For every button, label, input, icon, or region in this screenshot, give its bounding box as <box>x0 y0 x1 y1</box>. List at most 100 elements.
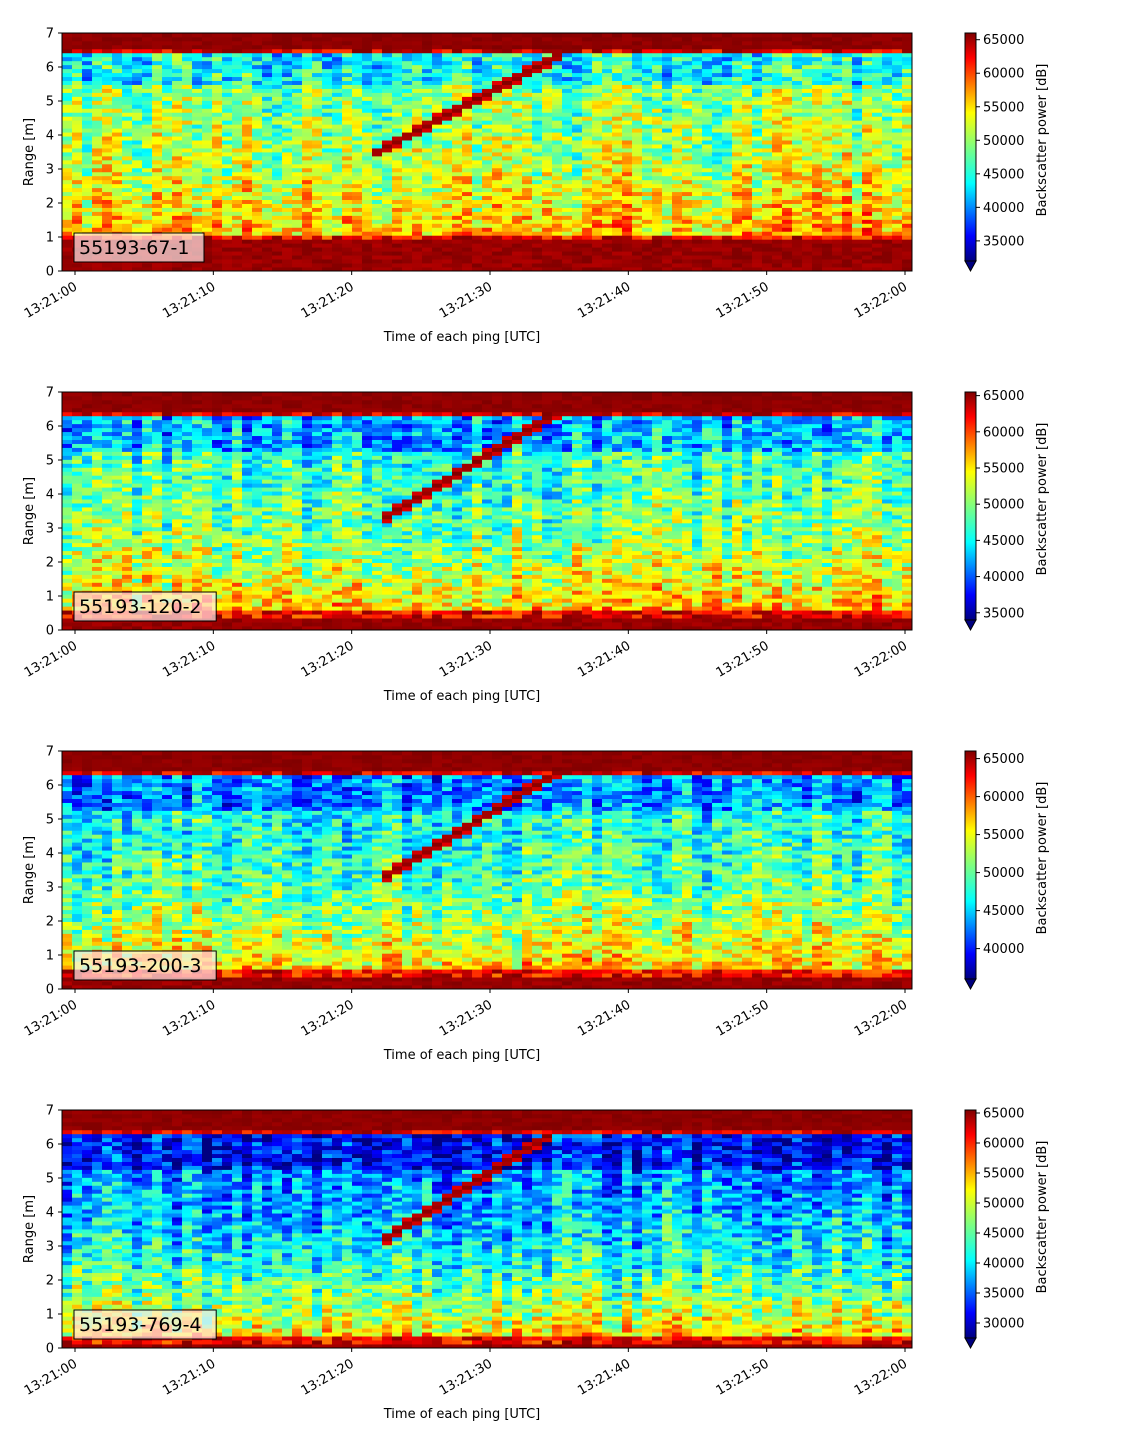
heatmap-cell <box>152 45 162 49</box>
heatmap-cell <box>682 41 692 45</box>
heatmap-cell <box>592 128 602 132</box>
heatmap-cell <box>202 223 212 227</box>
heatmap-cell <box>482 57 492 61</box>
heatmap-cell <box>542 227 552 231</box>
heatmap-cell <box>522 124 532 128</box>
heatmap-cell <box>142 263 152 267</box>
heatmap-cell <box>252 200 262 204</box>
heatmap-cell <box>342 247 352 251</box>
heatmap-cell <box>432 172 442 176</box>
heatmap-cell <box>372 61 382 65</box>
heatmap-cell <box>192 41 202 45</box>
heatmap-cell <box>82 100 92 104</box>
heatmap-cell <box>62 204 72 208</box>
heatmap-cell <box>882 196 892 200</box>
heatmap-cell <box>872 247 882 251</box>
heatmap-cell <box>152 184 162 188</box>
heatmap-cell <box>632 172 642 176</box>
heatmap-cell <box>642 259 652 263</box>
heatmap-cell <box>312 227 322 231</box>
heatmap-cell <box>312 37 322 41</box>
heatmap-cell <box>882 152 892 156</box>
heatmap-cell <box>122 168 132 172</box>
heatmap-cell <box>372 239 382 243</box>
heatmap-cell <box>722 204 732 208</box>
heatmap-cell <box>292 160 302 164</box>
heatmap-cell <box>252 243 262 247</box>
heatmap-cell <box>262 212 272 216</box>
heatmap-cell <box>802 124 812 128</box>
heatmap-cell <box>502 239 512 243</box>
heatmap-cell <box>292 116 302 120</box>
heatmap-cell <box>402 45 412 49</box>
heatmap-cell <box>392 108 402 112</box>
heatmap-cell <box>122 152 132 156</box>
heatmap-cell <box>132 104 142 108</box>
heatmap-cell <box>72 81 82 85</box>
heatmap-cell <box>562 124 572 128</box>
heatmap-cell <box>452 73 462 77</box>
heatmap-cell <box>72 176 82 180</box>
heatmap-cell <box>862 81 872 85</box>
heatmap-cell <box>692 85 702 89</box>
heatmap-cell <box>692 219 702 223</box>
heatmap-cell <box>612 73 622 77</box>
heatmap-cell <box>202 57 212 61</box>
heatmap-cell <box>282 37 292 41</box>
heatmap-cell <box>142 140 152 144</box>
heatmap-cell <box>622 188 632 192</box>
heatmap-cell <box>732 239 742 243</box>
heatmap-cell <box>622 112 632 116</box>
heatmap-cell <box>562 33 572 37</box>
heatmap-cell <box>242 73 252 77</box>
heatmap-cell <box>692 196 702 200</box>
heatmap-cell <box>712 184 722 188</box>
heatmap-cell <box>742 235 752 239</box>
heatmap-cell <box>402 243 412 247</box>
heatmap-cell <box>72 212 82 216</box>
heatmap-cell <box>692 45 702 49</box>
heatmap-cell <box>222 116 232 120</box>
heatmap-cell <box>742 108 752 112</box>
heatmap-cell <box>452 81 462 85</box>
heatmap-cell <box>342 180 352 184</box>
heatmap-cell <box>702 180 712 184</box>
heatmap-cell <box>582 227 592 231</box>
heatmap-cell <box>532 33 542 37</box>
heatmap-cell <box>332 33 342 37</box>
heatmap-cell <box>772 219 782 223</box>
heatmap-cell <box>752 156 762 160</box>
heatmap-cell <box>782 160 792 164</box>
heatmap-cell <box>152 53 162 57</box>
heatmap-cell <box>882 128 892 132</box>
heatmap-cell <box>62 176 72 180</box>
heatmap-cell <box>222 148 232 152</box>
heatmap-cell <box>612 235 622 239</box>
heatmap-cell <box>762 152 772 156</box>
heatmap-cell <box>822 164 832 168</box>
heatmap-cell <box>852 247 862 251</box>
heatmap-cell <box>232 196 242 200</box>
heatmap-cell <box>642 132 652 136</box>
heatmap-cell <box>552 188 562 192</box>
heatmap-cell <box>562 215 572 219</box>
heatmap-cell <box>542 255 552 259</box>
heatmap-cell <box>562 212 572 216</box>
heatmap-cell <box>712 65 722 69</box>
heatmap-cell <box>202 128 212 132</box>
heatmap-cell <box>832 136 842 140</box>
heatmap-cell <box>402 168 412 172</box>
heatmap-cell <box>482 124 492 128</box>
heatmap-cell <box>852 53 862 57</box>
heatmap-cell <box>192 136 202 140</box>
heatmap-cell <box>872 144 882 148</box>
heatmap-cell <box>662 53 672 57</box>
heatmap-cell <box>562 132 572 136</box>
heatmap-cell <box>832 176 842 180</box>
heatmap-cell <box>172 188 182 192</box>
heatmap-cell <box>182 223 192 227</box>
heatmap-cell <box>852 243 862 247</box>
heatmap-cell <box>672 116 682 120</box>
heatmap-cell <box>342 176 352 180</box>
heatmap-cell <box>582 89 592 93</box>
